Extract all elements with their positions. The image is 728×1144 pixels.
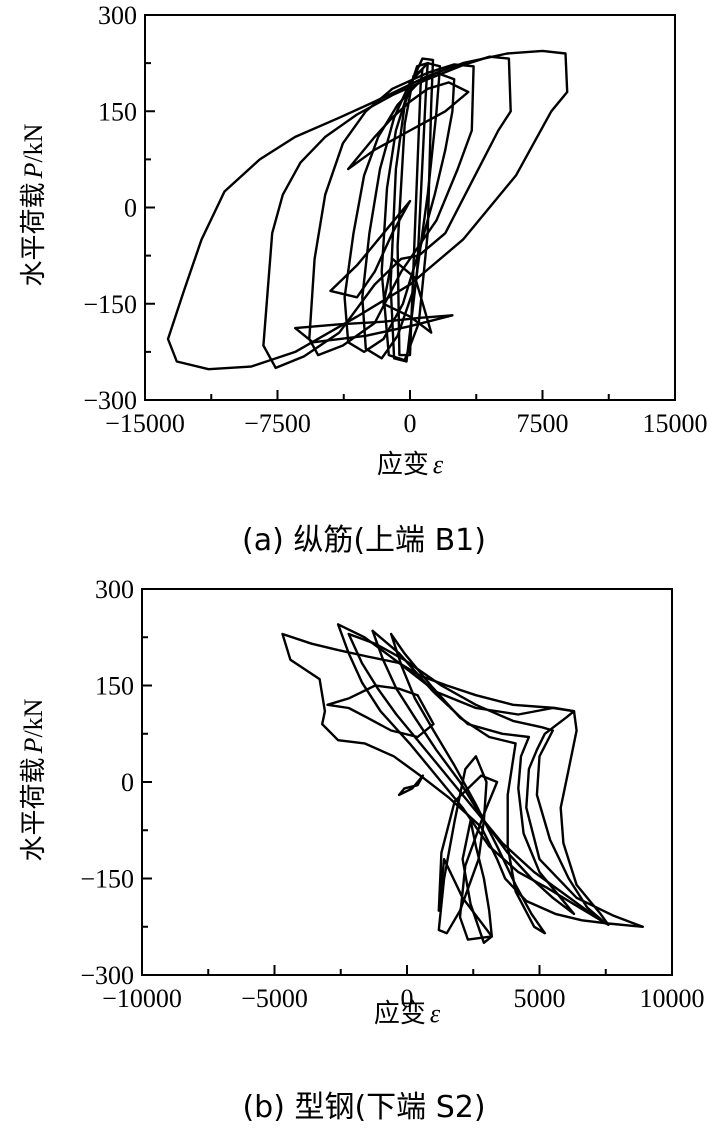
x-tick-label: −15000: [105, 409, 185, 438]
chart-a: −15000 −7500 0 7500 15000 −300 −150 0 150 300 应变 ε 水…: [19, 1, 708, 558]
x-tick-label: 0: [401, 984, 414, 1013]
y-tick-label: −300: [83, 386, 137, 415]
hysteresis-loop-9: [326, 684, 435, 739]
hysteresis-loop-8: [397, 774, 425, 797]
hysteresis-loop-8: [396, 68, 424, 357]
series-group: [281, 623, 644, 944]
hysteresis-loop-1: [281, 632, 644, 928]
y-tick-label: −150: [80, 865, 134, 894]
plot-frame: [141, 588, 673, 976]
y-tick-label: 300: [98, 1, 137, 30]
y-tick-label: 300: [95, 575, 134, 604]
y-tick-label: 150: [98, 97, 137, 126]
hysteresis-loop-2: [262, 55, 512, 370]
x-tick-label: 0: [404, 409, 417, 438]
x-tick-label: 5000: [514, 984, 566, 1013]
figure-caption: (a) 纵筋(上端 B1): [242, 523, 486, 558]
y-tick-label: −150: [83, 290, 137, 319]
x-tick-label: −7500: [244, 409, 311, 438]
hysteresis-loop-11: [329, 199, 412, 299]
hysteresis-loop-7: [437, 755, 488, 935]
y-axis-title: 水平荷载P/kN: [19, 123, 49, 286]
hysteresis-loop-12: [382, 257, 433, 334]
y-tick-label: 0: [121, 768, 134, 797]
series-group: [166, 49, 569, 371]
figure-caption: (b) 型钢(下端 S2): [242, 1090, 485, 1125]
hysteresis-loop-10: [347, 81, 470, 171]
chart-b: −10000 −5000 0 5000 10000 −300 −150 0 150 300 应变 ε 水…: [19, 575, 705, 1125]
hysteresis-loop-6: [380, 57, 435, 362]
x-tick-label: 15000: [643, 409, 708, 438]
hysteresis-loop-6: [437, 774, 499, 941]
x-tick-label: −10000: [102, 984, 182, 1013]
hysteresis-loop-9: [294, 314, 454, 344]
x-tick-label: 7500: [517, 409, 569, 438]
y-axis-title: 水平荷载P/kN: [19, 698, 49, 861]
hysteresis-loop-4: [371, 629, 576, 916]
x-axis-title: 应变 ε: [374, 999, 441, 1029]
x-axis-title: 应变 ε: [377, 450, 444, 480]
y-tick-label: −300: [80, 961, 134, 990]
hysteresis-loop-3: [347, 632, 607, 925]
x-tick-label: −5000: [241, 984, 308, 1013]
hysteresis-loop-5: [389, 632, 546, 935]
y-tick-label: 0: [124, 194, 137, 223]
y-tick-label: 150: [95, 672, 134, 701]
hysteresis-loop-2: [336, 623, 610, 926]
hysteresis-loop-4: [343, 71, 456, 354]
x-tick-label: 10000: [640, 984, 705, 1013]
hysteresis-loop-10: [461, 819, 493, 944]
